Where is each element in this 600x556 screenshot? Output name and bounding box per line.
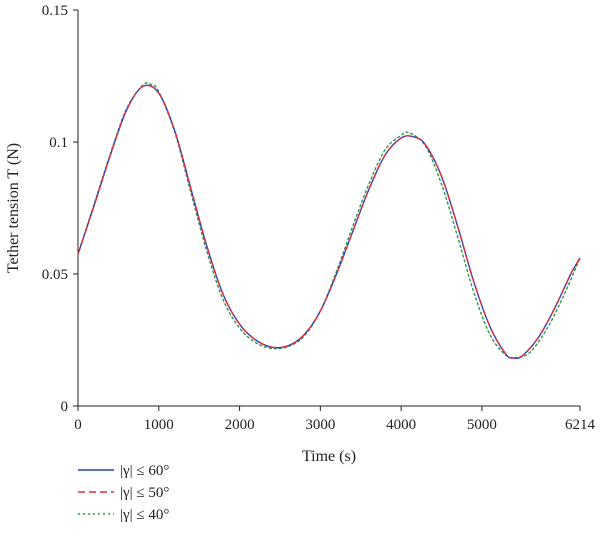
- legend-label-2: |γ| ≤ 40°: [120, 507, 169, 523]
- x-tick-label: 1000: [144, 417, 174, 433]
- legend-label-1: |γ| ≤ 50°: [120, 485, 169, 501]
- y-tick-label: 0.05: [42, 267, 68, 283]
- x-tick-label: 5000: [467, 417, 497, 433]
- tick-labels: 0 0.05 0.1 0.15 0 1000 2000 3000 4000 5000 6214: [42, 3, 596, 433]
- legend: |γ| ≤ 60° |γ| ≤ 50° |γ| ≤ 40°: [78, 463, 169, 523]
- legend-label-0: |γ| ≤ 60°: [120, 463, 169, 479]
- x-tick-label: 6214: [565, 417, 596, 433]
- series-line-1: [77, 84, 581, 359]
- y-tick-label: 0.1: [49, 135, 68, 151]
- x-axis-label: Time (s): [302, 448, 356, 465]
- y-tick-label: 0: [61, 399, 69, 415]
- series-line-2: [77, 82, 581, 359]
- x-tick-label: 2000: [225, 417, 255, 433]
- y-axis-label: Tether tension T (N): [5, 143, 22, 273]
- series-line-0: [77, 84, 581, 359]
- y-tick-label: 0.15: [42, 3, 68, 19]
- x-tick-label: 3000: [305, 417, 335, 433]
- x-tick-label: 4000: [386, 417, 416, 433]
- series-layer: [77, 82, 581, 359]
- x-tick-label: 0: [74, 417, 82, 433]
- axes: [73, 9, 581, 411]
- axis-labels: Time (s) Tether tension T (N): [5, 143, 356, 465]
